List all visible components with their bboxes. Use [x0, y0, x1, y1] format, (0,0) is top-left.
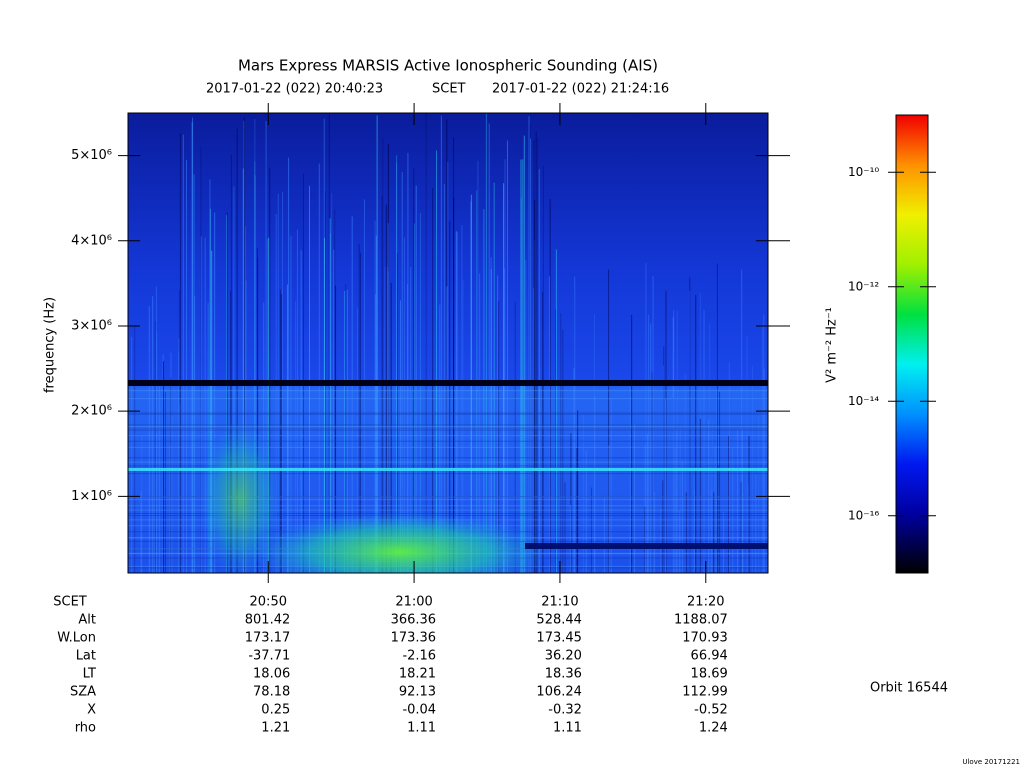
colorbar-tick-label: 10⁻¹⁴	[848, 394, 879, 408]
x-tick-label: 21:10	[541, 595, 578, 610]
ephemeris-label: LT	[83, 667, 96, 682]
ephemeris-value: -0.52	[694, 703, 728, 718]
ephemeris-label: Lat	[76, 649, 96, 664]
ephemeris-value: 18.21	[399, 667, 436, 682]
ephemeris-label: W.Lon	[57, 631, 96, 646]
ephemeris-value: 36.20	[545, 649, 582, 664]
x-tick-label: 21:00	[395, 595, 432, 610]
ephemeris-value: 173.17	[245, 631, 291, 646]
plot-frame	[127, 112, 769, 574]
ephemeris-value: 173.36	[391, 631, 437, 646]
spectrogram-band	[128, 468, 768, 471]
ephemeris-value: 1.11	[407, 721, 436, 736]
subtitle-end: 2017-01-22 (022) 21:24:16	[492, 82, 669, 97]
ephemeris-value: 1188.07	[674, 613, 728, 628]
chart-title: Mars Express MARSIS Active Ionospheric S…	[238, 57, 658, 75]
colorbar	[895, 114, 929, 574]
ephemeris-value: 1.11	[553, 721, 582, 736]
ephemeris-value: -37.71	[248, 649, 290, 664]
spectrogram-feature	[250, 512, 550, 573]
ephemeris-label: SZA	[70, 685, 96, 700]
colorbar-label: V² m⁻² Hz⁻¹	[825, 307, 840, 383]
spectrogram-band	[525, 543, 768, 549]
orbit-label: Orbit 16544	[870, 681, 948, 696]
y-tick-label: 3×10⁶	[71, 318, 112, 333]
ephemeris-label: X	[87, 703, 96, 718]
ephemeris-value: 66.94	[691, 649, 728, 664]
ephemeris-value: 173.45	[536, 631, 582, 646]
ephemeris-label: Alt	[78, 613, 96, 628]
ephemeris-value: 801.42	[245, 613, 291, 628]
ephemeris-value: 1.21	[261, 721, 290, 736]
ephemeris-value: 170.93	[682, 631, 728, 646]
spectrogram	[128, 113, 768, 573]
spectrogram-feature	[200, 420, 280, 573]
footer: Ulove 20171221	[962, 758, 1020, 766]
y-tick-label: 2×10⁶	[71, 404, 112, 419]
ephemeris-value: 528.44	[536, 613, 582, 628]
ephemeris-value: 18.69	[691, 667, 728, 682]
ephemeris-value: -0.32	[548, 703, 582, 718]
ephemeris-value: 0.25	[261, 703, 290, 718]
ephemeris-value: -0.04	[402, 703, 436, 718]
spectrogram-band	[128, 380, 768, 386]
x-tick-label: 21:20	[687, 595, 724, 610]
y-tick-label: 5×10⁶	[71, 148, 112, 163]
ephemeris-value: 78.18	[253, 685, 290, 700]
colorbar-tick-label: 10⁻¹²	[848, 279, 879, 293]
subtitle-start: 2017-01-22 (022) 20:40:23	[206, 82, 383, 97]
ephemeris-label: rho	[75, 721, 96, 736]
y-axis-label: frequency (Hz)	[43, 297, 58, 393]
ephemeris-value: 18.06	[253, 667, 290, 682]
y-tick-label: 1×10⁶	[71, 489, 112, 504]
ephemeris-value: 366.36	[391, 613, 437, 628]
colorbar-tick-label: 10⁻¹⁰	[848, 165, 879, 179]
colorbar-tick-label: 10⁻¹⁶	[848, 508, 879, 522]
ephemeris-value: -2.16	[402, 649, 436, 664]
x-tick-label: 20:50	[250, 595, 287, 610]
ephemeris-value: 1.24	[699, 721, 728, 736]
y-tick-label: 4×10⁶	[71, 233, 112, 248]
subtitle-timescale: SCET	[432, 82, 466, 97]
ephemeris-value: 18.36	[545, 667, 582, 682]
ephemeris-value: 106.24	[536, 685, 582, 700]
ephemeris-value: 92.13	[399, 685, 436, 700]
ephemeris-time-label: SCET	[53, 595, 87, 610]
ephemeris-value: 112.99	[682, 685, 728, 700]
